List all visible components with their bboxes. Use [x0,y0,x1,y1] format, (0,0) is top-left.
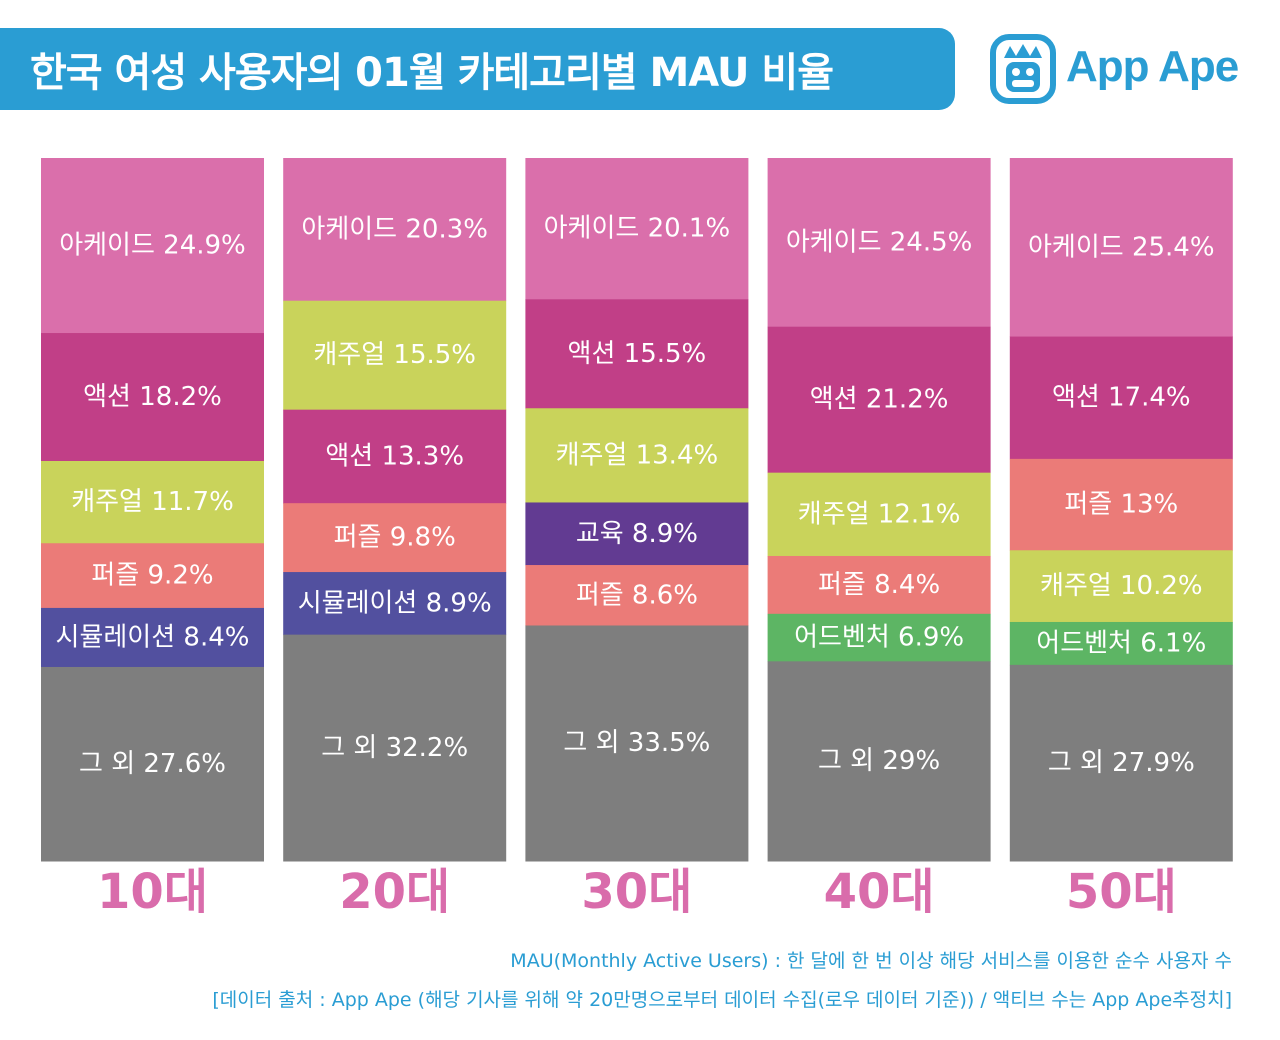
segment-10대-아케이드 [41,158,264,334]
segment-20대-퍼즐 [283,503,507,573]
data-label-50대-퍼즐: 퍼즐 13% [1064,490,1178,520]
bar-50대: 아케이드 25.4% 액션 17.4% 퍼즐 13% 캐주얼 10.2% 어드벤처 6.… [1009,158,1233,862]
page-title: 한국 여성 사용자의 01월 카테고리별 MAU 비율 [30,50,834,96]
ape-face-icon [990,34,1056,104]
segment-20대-액션 [283,409,507,504]
bar-30대: 아케이드 20.1% 액션 15.5% 캐주얼 13.4% 교육 8.9% 퍼즐 8.6… [525,158,749,862]
data-label-40대-어드벤처: 어드벤처 6.9% [794,623,964,653]
data-label-50대-캐주얼: 캐주얼 10.2% [1040,571,1203,601]
bar-10대: 아케이드 24.9% 액션 18.2% 캐주얼 11.7% 퍼즐 9.2% 시뮬레이션 … [41,158,264,862]
data-label-50대-어드벤처: 어드벤처 6.1% [1036,628,1206,658]
bar-20대: 아케이드 20.3% 캐주얼 15.5% 액션 13.3% 퍼즐 9.8% 시뮬레이션 … [283,158,507,862]
data-label-10대-캐주얼: 캐주얼 11.7% [71,487,234,517]
segment-30대-교육 [525,502,749,566]
data-label-20대-퍼즐: 퍼즐 9.8% [334,523,456,553]
data-label-30대-그외: 그 외 33.5% [563,728,710,758]
category-label-20대: 20대 [339,864,450,920]
data-label-40대-아케이드: 아케이드 24.5% [786,227,973,257]
category-label-30대: 30대 [581,864,692,920]
data-label-40대-그외: 그 외 29% [818,746,940,776]
data-label-10대-아케이드: 아케이드 24.9% [59,231,246,261]
data-label-20대-캐주얼: 캐주얼 15.5% [313,340,476,370]
category-label-10대: 10대 [97,864,208,920]
segment-40대-액션 [767,326,991,474]
segment-10대-액션 [41,333,264,462]
data-source-note: [데이터 출처 : App Ape (해당 기사를 위해 약 20만명으로부터 … [212,989,1232,1011]
segment-30대-액션 [525,299,749,409]
segment-20대-아케이드 [283,158,507,302]
data-label-30대-아케이드: 아케이드 20.1% [544,214,731,244]
segment-50대-액션 [1009,336,1233,460]
segment-30대-캐주얼 [525,408,749,503]
title-banner: 한국 여성 사용자의 01월 카테고리별 MAU 비율 [0,28,955,110]
segment-40대-퍼즐 [767,555,991,615]
segment-50대-퍼즐 [1009,458,1233,551]
segment-30대-퍼즐 [525,565,749,626]
data-label-30대-액션: 액션 15.5% [568,339,707,369]
data-label-10대-그외: 그 외 27.6% [79,749,226,779]
segment-20대-캐주얼 [283,300,507,411]
segment-50대-아케이드 [1009,158,1233,338]
app-ape-logo: App Ape [990,34,1260,104]
data-label-20대-액션: 액션 13.3% [325,441,464,471]
segment-40대-캐주얼 [767,472,991,557]
bar-40대: 아케이드 24.5% 액션 21.2% 캐주얼 12.1% 퍼즐 8.4% 어드벤처 6… [767,158,991,862]
data-label-20대-시뮬레이션: 시뮬레이션 8.9% [298,588,492,618]
segment-40대-어드벤처 [767,613,991,662]
segment-50대-캐주얼 [1009,550,1233,623]
data-label-30대-교육: 교육 8.9% [576,519,698,549]
data-label-20대-아케이드: 아케이드 20.3% [301,214,488,244]
segment-10대-퍼즐 [41,543,264,609]
data-label-30대-캐주얼: 캐주얼 13.4% [556,440,719,470]
segment-20대-시뮬레이션 [283,572,507,636]
data-label-50대-아케이드: 아케이드 25.4% [1028,232,1215,262]
segment-50대-그외 [1009,664,1233,862]
segment-30대-아케이드 [525,158,749,300]
mau-definition-note: MAU(Monthly Active Users) : 한 달에 한 번 이상 … [510,950,1232,972]
segment-20대-그외 [283,634,507,862]
data-label-40대-퍼즐: 퍼즐 8.4% [818,570,940,600]
data-label-10대-퍼즐: 퍼즐 9.2% [91,561,213,591]
data-label-50대-액션: 액션 17.4% [1052,383,1191,413]
segment-10대-캐주얼 [41,460,264,544]
data-label-40대-액션: 액션 21.2% [810,385,949,415]
segment-50대-어드벤처 [1009,621,1233,666]
data-label-40대-캐주얼: 캐주얼 12.1% [798,499,961,529]
segment-40대-그외 [767,661,991,862]
segment-10대-그외 [41,666,264,862]
data-label-50대-그외: 그 외 27.9% [1048,748,1195,778]
data-label-10대-액션: 액션 18.2% [83,382,222,412]
logo-text: App Ape [1066,42,1239,91]
data-label-20대-그외: 그 외 32.2% [321,733,468,763]
category-label-40대: 40대 [824,864,935,920]
data-label-30대-퍼즐: 퍼즐 8.6% [576,580,698,610]
category-label-50대: 50대 [1066,864,1177,920]
segment-10대-시뮬레이션 [41,607,264,668]
data-label-10대-시뮬레이션: 시뮬레이션 8.4% [56,622,250,652]
segment-40대-아케이드 [767,158,991,328]
segment-30대-그외 [525,625,749,862]
